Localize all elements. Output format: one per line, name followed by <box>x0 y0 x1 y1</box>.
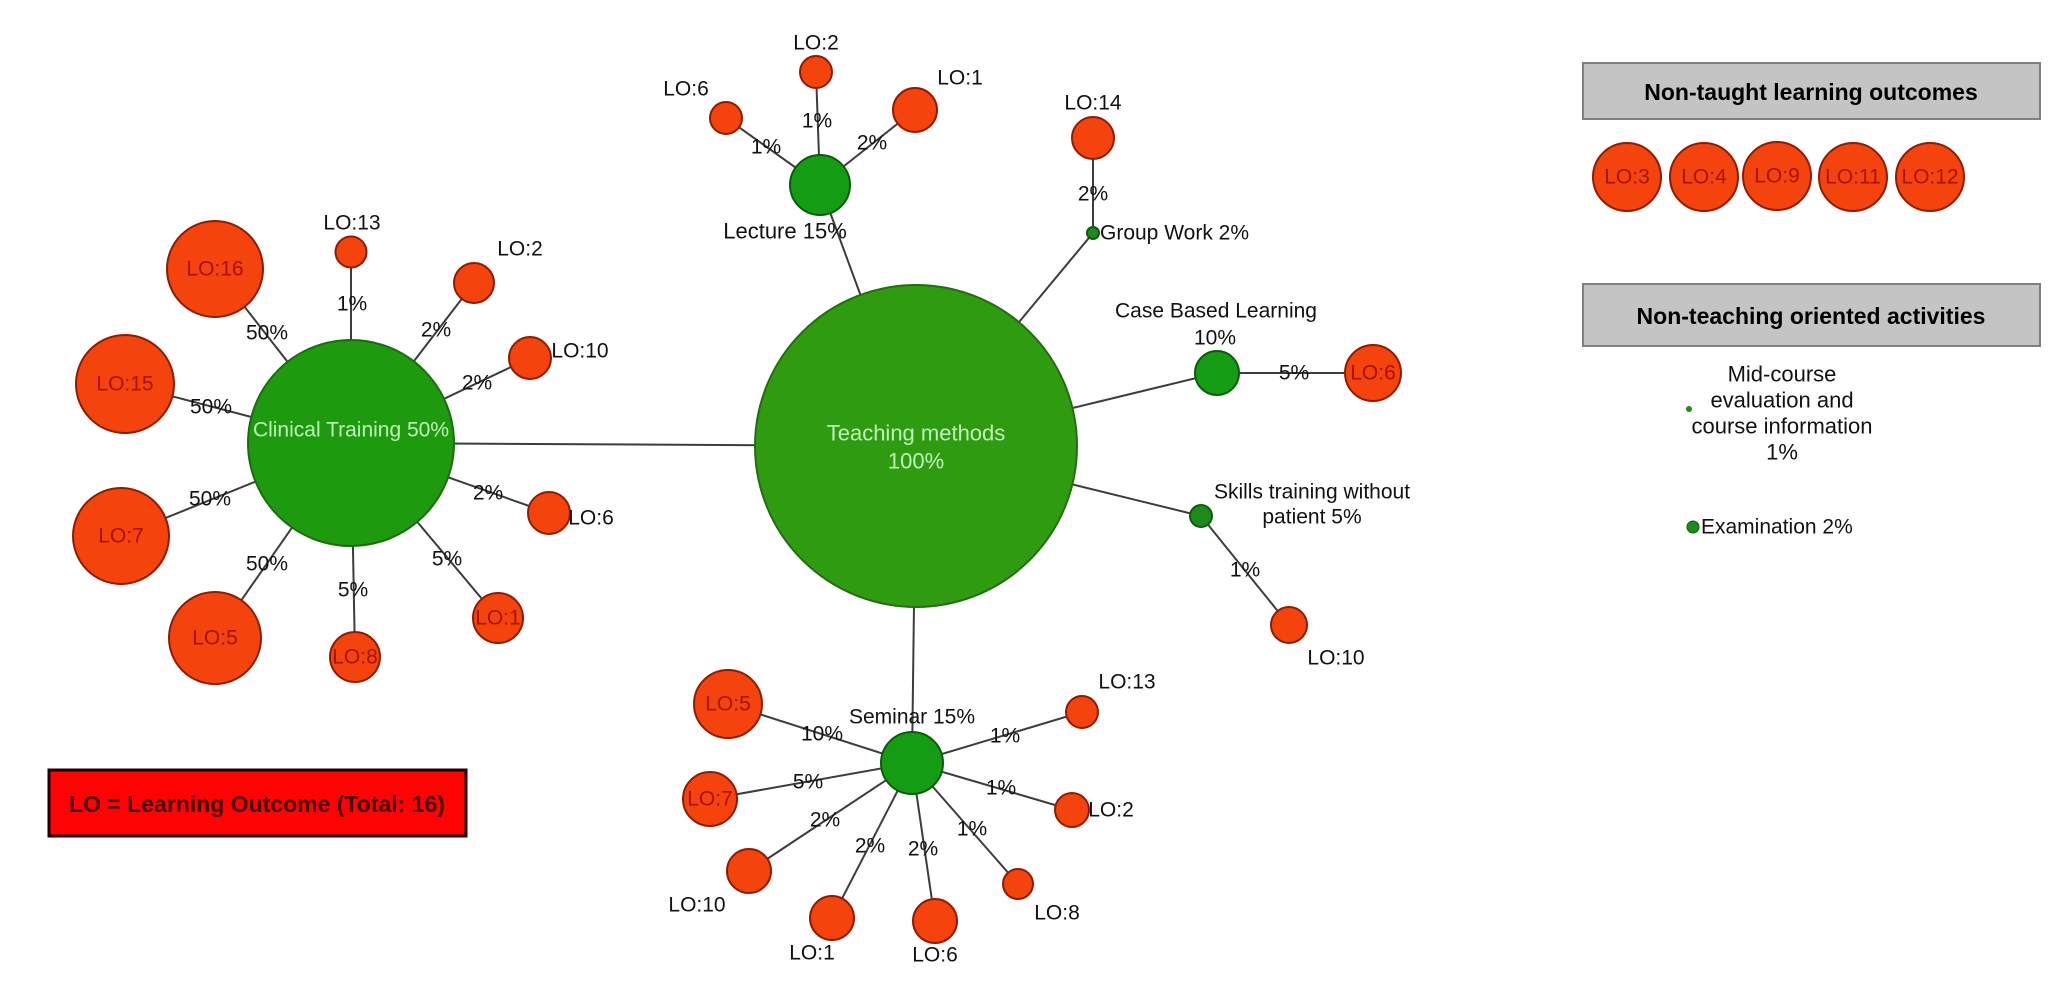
svg-text:patient 5%: patient 5% <box>1262 506 1361 529</box>
svg-text:1%: 1% <box>802 110 832 133</box>
svg-text:50%: 50% <box>246 553 288 576</box>
svg-text:Case Based Learning: Case Based Learning <box>1115 300 1317 323</box>
svg-text:LO:15: LO:15 <box>96 373 153 396</box>
svg-text:LO:9: LO:9 <box>1754 165 1800 188</box>
svg-text:LO:7: LO:7 <box>687 788 733 811</box>
svg-text:LO:8: LO:8 <box>332 646 378 669</box>
svg-text:LO:16: LO:16 <box>186 258 243 281</box>
svg-text:1%: 1% <box>990 725 1020 748</box>
svg-text:LO:14: LO:14 <box>1064 92 1122 115</box>
svg-text:Teaching methods: Teaching methods <box>827 421 1006 446</box>
svg-text:1%: 1% <box>1766 440 1798 465</box>
svg-text:LO:6: LO:6 <box>568 507 614 530</box>
svg-text:5%: 5% <box>1279 362 1309 385</box>
svg-text:2%: 2% <box>857 132 887 155</box>
svg-text:Clinical Training 50%: Clinical Training 50% <box>253 419 449 442</box>
svg-text:2%: 2% <box>810 809 840 832</box>
svg-text:1%: 1% <box>751 136 781 159</box>
svg-text:1%: 1% <box>1230 559 1260 582</box>
svg-text:Mid-course: Mid-course <box>1728 362 1837 387</box>
svg-text:LO:1: LO:1 <box>789 942 835 965</box>
svg-text:5%: 5% <box>432 548 462 571</box>
svg-text:50%: 50% <box>189 488 231 511</box>
svg-text:evaluation and: evaluation and <box>1710 388 1853 413</box>
svg-text:LO:2: LO:2 <box>793 32 839 55</box>
svg-text:Group Work 2%: Group Work 2% <box>1100 222 1249 245</box>
svg-text:LO:2: LO:2 <box>497 238 543 261</box>
svg-text:LO:2: LO:2 <box>1088 799 1134 822</box>
svg-text:2%: 2% <box>908 838 938 861</box>
svg-text:Non-teaching oriented activiti: Non-teaching oriented activities <box>1637 303 1986 329</box>
svg-text:Non-taught learning outcomes: Non-taught learning outcomes <box>1644 79 1978 105</box>
svg-text:LO:7: LO:7 <box>98 525 144 548</box>
svg-text:LO:13: LO:13 <box>323 212 380 235</box>
svg-text:Lecture 15%: Lecture 15% <box>723 219 847 244</box>
svg-text:LO:1: LO:1 <box>475 607 521 630</box>
svg-text:2%: 2% <box>421 319 451 342</box>
svg-text:LO:13: LO:13 <box>1098 671 1155 694</box>
svg-text:LO:11: LO:11 <box>1825 166 1881 189</box>
svg-text:LO:5: LO:5 <box>705 693 751 716</box>
svg-text:LO:5: LO:5 <box>192 627 238 650</box>
svg-text:2%: 2% <box>1078 183 1108 206</box>
svg-text:LO:6: LO:6 <box>1350 362 1396 385</box>
svg-text:LO:10: LO:10 <box>551 340 608 363</box>
svg-text:LO:1: LO:1 <box>937 67 983 90</box>
svg-text:course information: course information <box>1692 414 1873 439</box>
svg-text:LO:8: LO:8 <box>1034 902 1080 925</box>
svg-text:Skills training without: Skills training without <box>1214 481 1410 504</box>
svg-text:2%: 2% <box>462 372 492 395</box>
svg-text:50%: 50% <box>190 396 232 419</box>
svg-text:1%: 1% <box>337 293 367 316</box>
svg-text:LO:12: LO:12 <box>1901 166 1958 189</box>
svg-text:100%: 100% <box>888 449 944 474</box>
svg-text:2%: 2% <box>855 835 885 858</box>
svg-text:50%: 50% <box>246 322 288 345</box>
svg-text:10%: 10% <box>801 723 843 746</box>
svg-text:Seminar 15%: Seminar 15% <box>849 706 975 729</box>
svg-text:5%: 5% <box>338 579 368 602</box>
svg-text:10%: 10% <box>1194 327 1236 350</box>
svg-text:LO:10: LO:10 <box>1307 647 1364 670</box>
svg-text:1%: 1% <box>986 777 1016 800</box>
svg-text:LO = Learning Outcome (Total:: LO = Learning Outcome (Total: 16) <box>69 791 445 817</box>
svg-text:LO:4: LO:4 <box>1681 166 1727 189</box>
svg-text:1%: 1% <box>957 818 987 841</box>
svg-text:LO:6: LO:6 <box>912 944 958 967</box>
svg-text:LO:3: LO:3 <box>1604 166 1650 189</box>
svg-text:LO:6: LO:6 <box>663 78 709 101</box>
svg-text:5%: 5% <box>793 771 823 794</box>
svg-text:Examination 2%: Examination 2% <box>1701 516 1853 539</box>
svg-text:2%: 2% <box>473 482 503 505</box>
svg-text:LO:10: LO:10 <box>668 894 725 917</box>
